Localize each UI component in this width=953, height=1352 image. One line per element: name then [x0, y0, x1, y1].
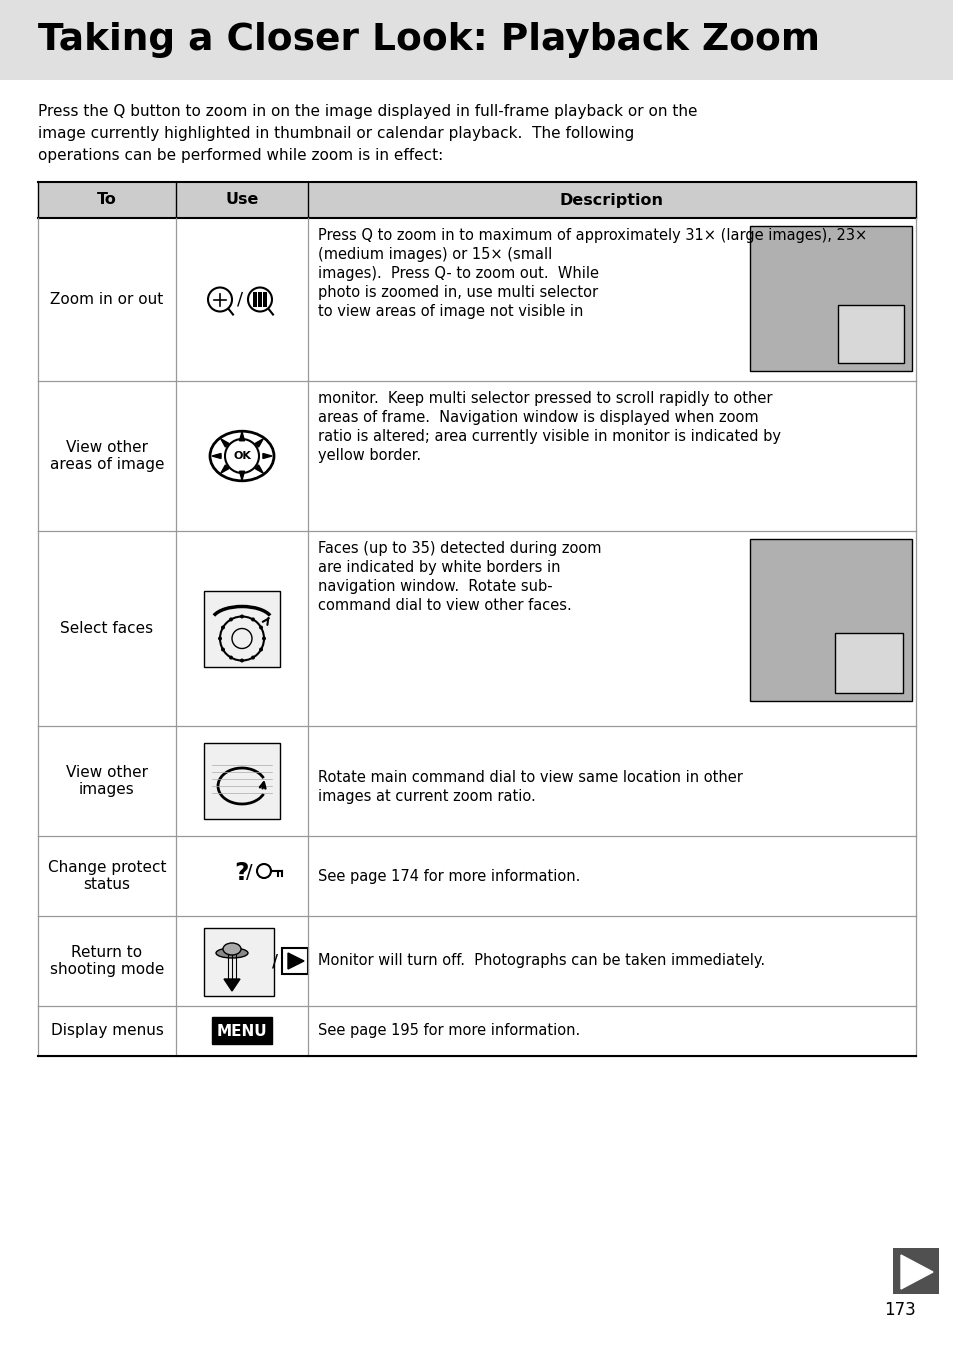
Bar — [257, 292, 262, 296]
Text: navigation window.  Rotate sub-: navigation window. Rotate sub- — [317, 579, 552, 594]
Circle shape — [221, 626, 225, 630]
Text: are indicated by white borders in: are indicated by white borders in — [317, 560, 560, 575]
Text: View other
areas of image: View other areas of image — [50, 439, 164, 472]
Bar — [749, 539, 911, 700]
Circle shape — [218, 637, 222, 641]
Polygon shape — [900, 1255, 932, 1288]
Text: Return to
shooting mode: Return to shooting mode — [50, 945, 164, 977]
Bar — [262, 303, 267, 307]
Bar — [204, 744, 280, 819]
Bar — [282, 948, 308, 973]
Text: To: To — [97, 192, 117, 207]
Circle shape — [251, 618, 254, 622]
Text: to view areas of image not visible in: to view areas of image not visible in — [317, 304, 583, 319]
Polygon shape — [288, 953, 304, 969]
Polygon shape — [220, 439, 229, 448]
Bar — [0, 0, 953, 80]
Text: See page 195 for more information.: See page 195 for more information. — [317, 1023, 579, 1038]
Text: images).  Press Q- to zoom out.  While: images). Press Q- to zoom out. While — [317, 266, 598, 281]
Bar — [204, 591, 280, 667]
Text: ratio is altered; area currently visible in monitor is indicated by: ratio is altered; area currently visible… — [317, 429, 781, 443]
Text: OK: OK — [233, 452, 251, 461]
Text: Monitor will turn off.  Photographs can be taken immediately.: Monitor will turn off. Photographs can b… — [317, 953, 764, 968]
Text: areas of frame.  Navigation window is displayed when zoom: areas of frame. Navigation window is dis… — [317, 410, 758, 425]
Circle shape — [221, 648, 225, 652]
Text: /: / — [246, 864, 253, 883]
Text: /: / — [272, 952, 277, 969]
Text: Rotate main command dial to view same location in other: Rotate main command dial to view same lo… — [317, 771, 742, 786]
Text: 173: 173 — [883, 1301, 915, 1320]
Bar — [257, 303, 262, 307]
Text: yellow border.: yellow border. — [317, 448, 420, 462]
Text: Faces (up to 35) detected during zoom: Faces (up to 35) detected during zoom — [317, 541, 601, 556]
Circle shape — [229, 656, 233, 660]
Text: Use: Use — [225, 192, 258, 207]
Ellipse shape — [223, 942, 241, 955]
Bar — [262, 297, 267, 301]
Bar — [253, 292, 257, 296]
Text: Display menus: Display menus — [51, 1023, 163, 1038]
Text: /: / — [236, 291, 243, 308]
Circle shape — [240, 658, 244, 662]
Polygon shape — [212, 453, 221, 458]
Polygon shape — [239, 431, 244, 441]
Text: Press Q to zoom in to maximum of approximately 31× (large images), 23×: Press Q to zoom in to maximum of approxi… — [317, 228, 866, 243]
Polygon shape — [263, 453, 272, 458]
Text: (medium images) or 15× (small: (medium images) or 15× (small — [317, 247, 552, 262]
Bar — [253, 303, 257, 307]
Text: Press the Q button to zoom in on the image displayed in full-frame playback or o: Press the Q button to zoom in on the ima… — [38, 104, 697, 119]
Bar — [38, 183, 915, 218]
Text: monitor.  Keep multi selector pressed to scroll rapidly to other: monitor. Keep multi selector pressed to … — [317, 391, 772, 406]
Circle shape — [262, 637, 266, 641]
Circle shape — [229, 618, 233, 622]
Ellipse shape — [215, 948, 248, 959]
Text: Description: Description — [559, 192, 663, 207]
Bar — [253, 297, 257, 301]
Bar — [204, 927, 274, 996]
Bar — [834, 633, 902, 694]
Bar — [257, 297, 262, 301]
Text: MENU: MENU — [216, 1023, 267, 1038]
Text: Taking a Closer Look: Playback Zoom: Taking a Closer Look: Playback Zoom — [38, 22, 820, 58]
Bar — [749, 226, 911, 370]
Text: Zoom in or out: Zoom in or out — [51, 292, 164, 307]
Circle shape — [251, 656, 254, 660]
Text: image currently highlighted in thumbnail or calendar playback.  The following: image currently highlighted in thumbnail… — [38, 126, 634, 141]
Polygon shape — [224, 979, 240, 991]
Text: Select faces: Select faces — [60, 621, 153, 635]
Bar — [262, 292, 267, 296]
Text: ?: ? — [234, 861, 249, 886]
Bar — [212, 1017, 272, 1044]
Polygon shape — [220, 465, 229, 473]
Text: command dial to view other faces.: command dial to view other faces. — [317, 598, 571, 612]
Circle shape — [240, 615, 244, 618]
Text: View other
images: View other images — [66, 765, 148, 798]
Circle shape — [259, 626, 263, 630]
Text: photo is zoomed in, use multi selector: photo is zoomed in, use multi selector — [317, 285, 598, 300]
Text: images at current zoom ratio.: images at current zoom ratio. — [317, 790, 536, 804]
Text: Change protect
status: Change protect status — [48, 860, 166, 892]
Text: operations can be performed while zoom is in effect:: operations can be performed while zoom i… — [38, 147, 443, 164]
Bar — [892, 1248, 938, 1294]
Polygon shape — [254, 465, 263, 473]
Bar — [837, 306, 903, 362]
Text: See page 174 for more information.: See page 174 for more information. — [317, 868, 579, 883]
Circle shape — [259, 648, 263, 652]
Polygon shape — [239, 472, 244, 480]
Polygon shape — [254, 439, 263, 448]
